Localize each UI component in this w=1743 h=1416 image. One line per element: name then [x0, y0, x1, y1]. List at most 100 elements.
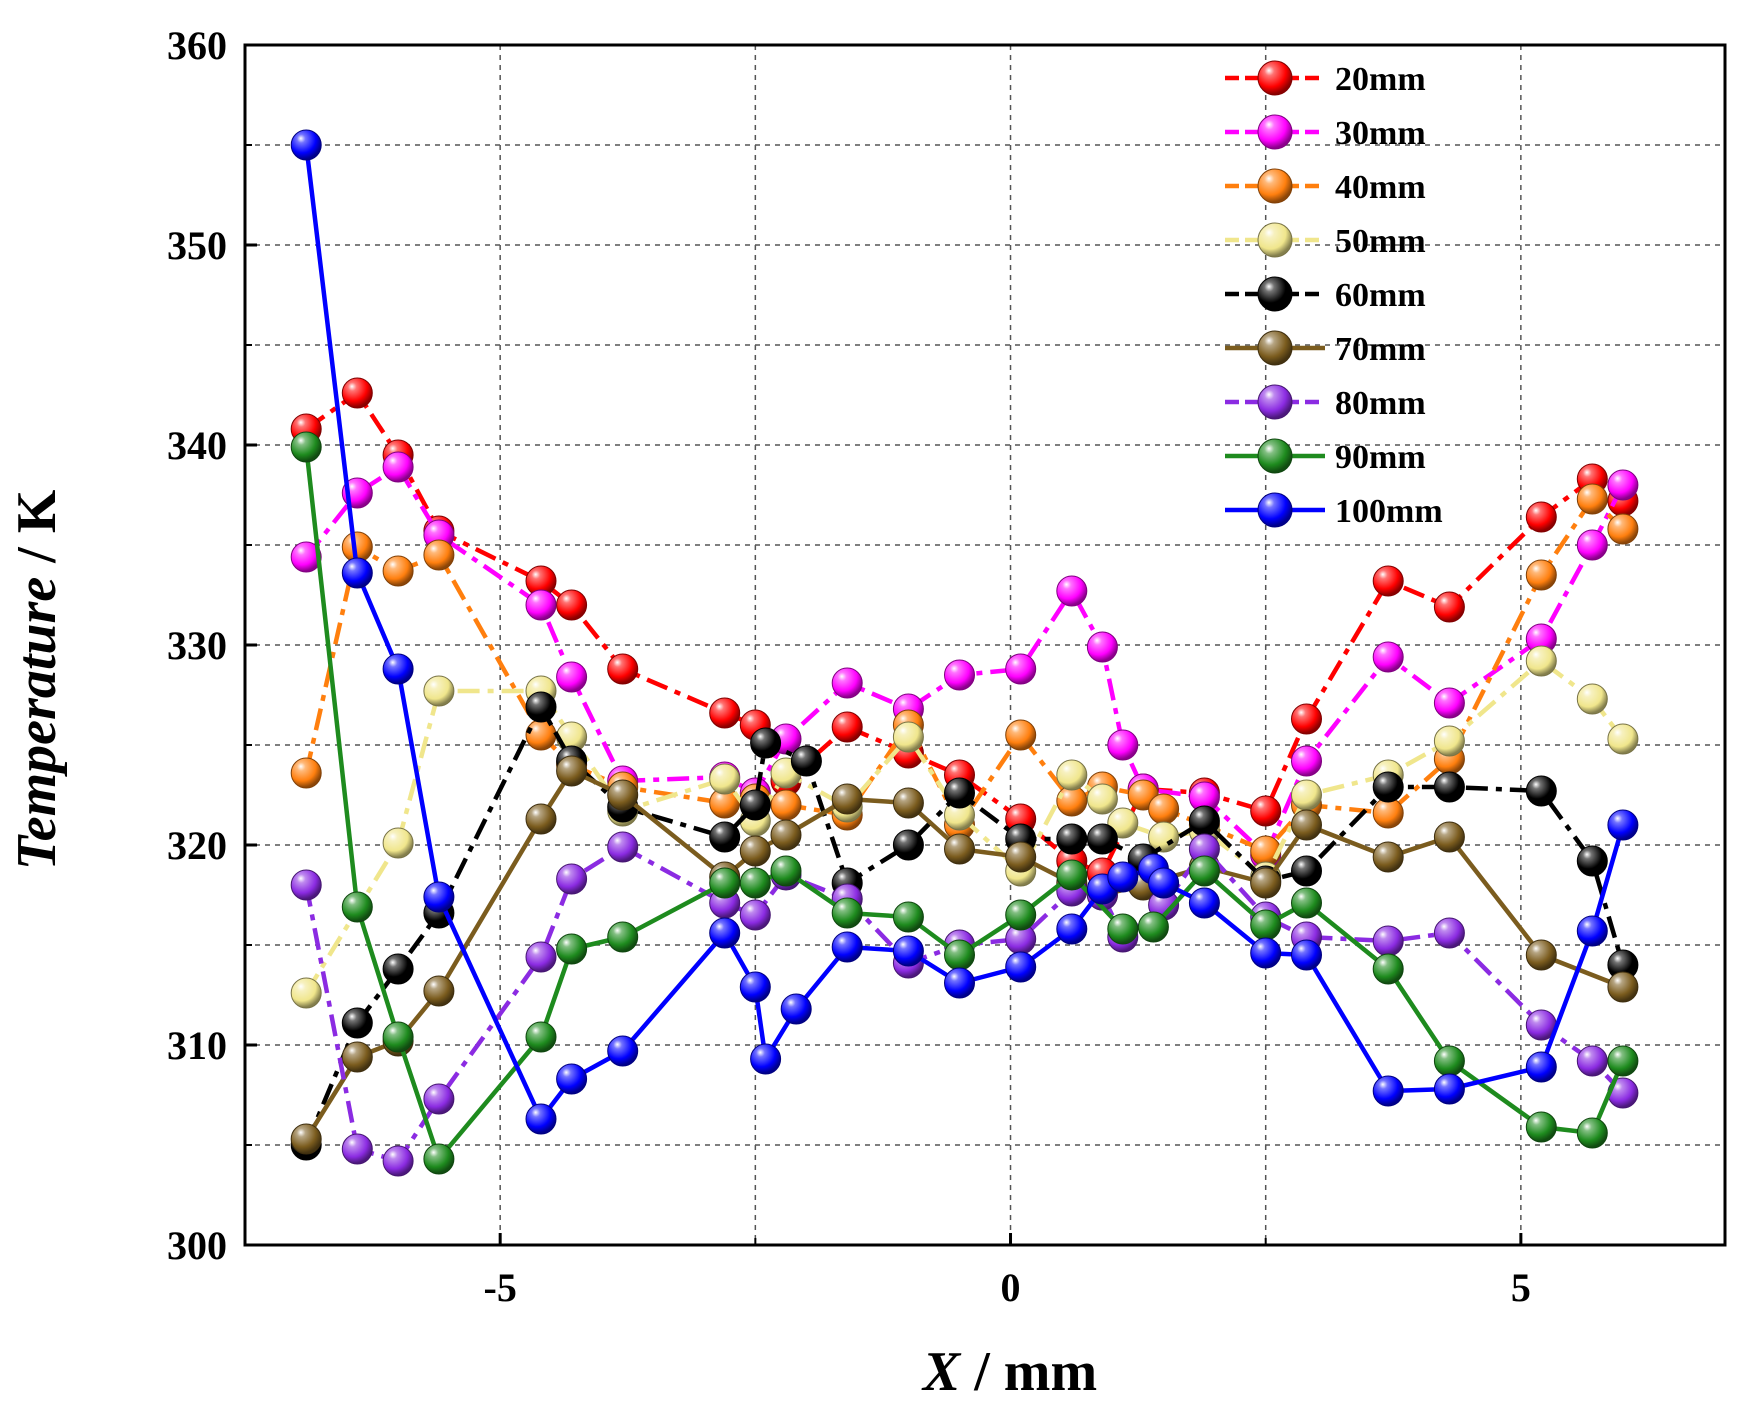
data-point [1576, 915, 1608, 947]
data-point [1250, 909, 1282, 941]
data-point [1291, 779, 1322, 811]
data-point [1005, 899, 1037, 931]
data-point [290, 129, 322, 161]
data-point [1576, 529, 1608, 561]
data-point [1086, 631, 1118, 663]
data-point [290, 1123, 322, 1155]
data-point [1372, 565, 1404, 597]
data-point [1372, 1075, 1404, 1107]
axis-ticks: 300 310 320 330 340 350 360 -5 0 5 [167, 23, 1531, 1310]
data-point [382, 555, 414, 587]
data-point [1291, 855, 1322, 887]
data-point [423, 975, 455, 1007]
data-point [892, 829, 924, 861]
data-point [831, 931, 863, 963]
data-point [1433, 917, 1465, 949]
data-point [831, 783, 863, 815]
legend-label: 80mm [1335, 385, 1426, 422]
series-100mm [290, 129, 1639, 1135]
data-point [1291, 745, 1322, 777]
data-point [709, 917, 741, 949]
legend-marker [1257, 384, 1293, 420]
data-point [1250, 795, 1282, 827]
data-point [607, 653, 639, 685]
data-point [290, 757, 322, 789]
data-point [1607, 971, 1639, 1003]
data-point [1148, 793, 1180, 825]
data-point [1372, 953, 1404, 985]
data-point [1056, 759, 1088, 791]
y-axis-title: Temperature / K [6, 489, 68, 870]
legend-label: 60mm [1335, 277, 1426, 314]
data-point [831, 897, 863, 929]
data-point [1188, 805, 1220, 837]
data-point [290, 431, 322, 463]
legend-label: 90mm [1335, 439, 1426, 476]
data-point [382, 653, 414, 685]
legend-marker [1257, 438, 1293, 474]
data-point [739, 867, 771, 899]
data-point [1525, 939, 1557, 971]
data-point [1188, 855, 1220, 887]
data-point [892, 721, 924, 753]
data-point [1372, 925, 1404, 957]
data-point [1291, 939, 1322, 971]
series-30mm [290, 451, 1639, 871]
data-point [1148, 867, 1180, 899]
data-point [607, 779, 639, 811]
data-point [1250, 937, 1282, 969]
data-point [1576, 483, 1608, 515]
data-point [790, 745, 822, 777]
data-point [525, 803, 557, 835]
data-point [1576, 1045, 1608, 1077]
data-point [892, 787, 924, 819]
legend-label: 100mm [1335, 493, 1443, 530]
data-point [1525, 501, 1557, 533]
data-point [1525, 559, 1557, 591]
legend-marker [1257, 114, 1293, 150]
series-group [290, 129, 1639, 1177]
legend-item: 40mm [1225, 168, 1426, 206]
data-point [290, 541, 322, 573]
data-point [1433, 821, 1465, 853]
data-point [1291, 703, 1322, 735]
data-point [1607, 809, 1639, 841]
legend-marker [1257, 168, 1293, 204]
data-point [1056, 575, 1088, 607]
data-point [556, 755, 588, 787]
data-point [607, 831, 639, 863]
legend-label: 40mm [1335, 169, 1426, 206]
series-line [304, 704, 1626, 1146]
data-point [770, 819, 802, 851]
data-point [944, 777, 975, 809]
data-point [382, 1021, 414, 1053]
series-line [304, 464, 1625, 858]
data-point [341, 377, 373, 409]
data-point [525, 589, 557, 621]
data-point [944, 939, 975, 971]
data-point [1607, 469, 1639, 501]
legend-marker [1257, 330, 1293, 366]
data-point [290, 869, 322, 901]
y-tick-label: 360 [167, 23, 227, 68]
legend-item: 30mm [1225, 114, 1426, 152]
data-point [770, 855, 802, 887]
data-point [1291, 887, 1322, 919]
data-point [607, 921, 639, 953]
data-point [1433, 687, 1465, 719]
data-point [382, 827, 414, 859]
data-point [831, 711, 863, 743]
data-point [525, 691, 557, 723]
data-point [1137, 911, 1169, 943]
legend-label: 20mm [1335, 61, 1426, 98]
data-point [709, 867, 741, 899]
data-point [1005, 951, 1037, 983]
data-point [1576, 845, 1608, 877]
data-point [423, 675, 455, 707]
data-point [1525, 775, 1557, 807]
data-point [1525, 1111, 1557, 1143]
data-point [750, 1043, 782, 1075]
data-point [1576, 683, 1608, 715]
data-point [709, 763, 741, 795]
